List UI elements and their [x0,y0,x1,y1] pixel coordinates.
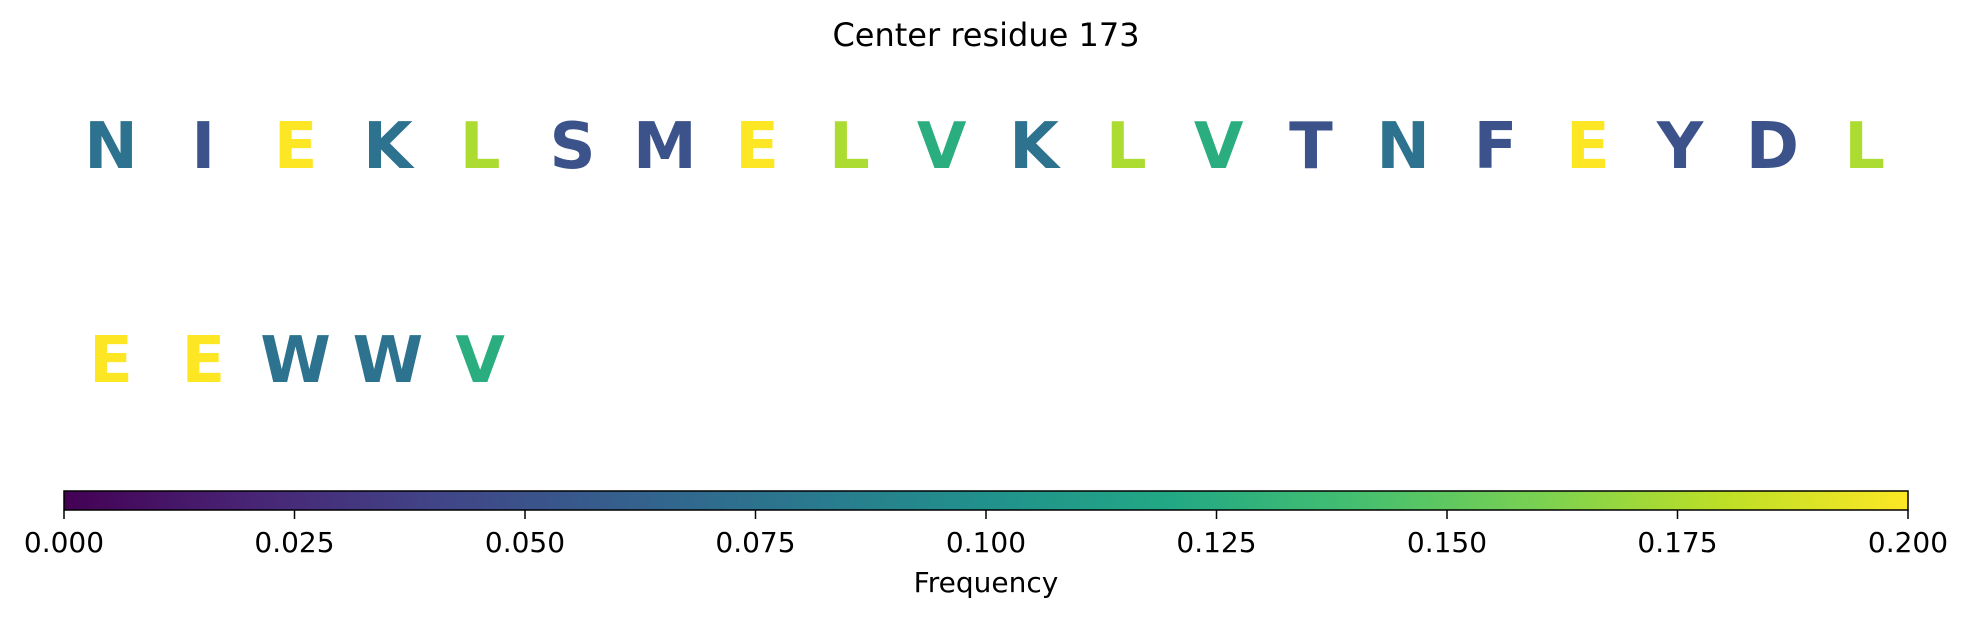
chart-title: Center residue 173 [832,16,1139,54]
residue-letter: E [735,110,779,184]
colorbar-tick-label: 0.000 [24,526,104,559]
colorbar [63,490,1909,511]
colorbar-tick-label: 0.200 [1868,526,1948,559]
residue-letter: S [549,110,595,184]
residue-letter: L [460,110,501,184]
residue-letter: I [191,110,215,184]
residue-letter: W [353,324,424,398]
colorbar-tick-label: 0.175 [1637,526,1717,559]
residue-letter: E [89,324,133,398]
colorbar-tick-label: 0.025 [254,526,334,559]
residue-letter: N [1376,110,1430,184]
colorbar-ticks: 0.000 0.025 0.050 0.075 0.100 0.125 0.150 0.175… [24,510,1948,559]
residue-letters: N I E K L S M E L V K L V T N F E Y D LE E W W V [84,110,1885,398]
residue-letter: V [455,324,505,398]
residue-letter: K [363,110,415,184]
residue-letter: V [1194,110,1244,184]
colorbar-label: Frequency [914,566,1059,599]
residue-letter: V [917,110,967,184]
residue-letter: T [1289,110,1333,184]
residue-letter: L [1106,110,1147,184]
residue-letter: N [84,110,138,184]
residue-letter: K [1009,110,1061,184]
residue-letter: Y [1656,110,1704,184]
colorbar-tick-label: 0.150 [1407,526,1487,559]
colorbar-tick-label: 0.075 [715,526,795,559]
residue-letter: E [274,110,318,184]
residue-letter: L [1844,110,1885,184]
residue-letter: W [260,324,331,398]
colorbar-tick-label: 0.125 [1176,526,1256,559]
colorbar-tick-label: 0.100 [946,526,1026,559]
residue-letter: L [829,110,870,184]
residue-letter: D [1746,110,1799,184]
residue-letter: E [1566,110,1610,184]
residue-letter: E [181,324,225,398]
colorbar-tick-label: 0.050 [485,526,565,559]
residue-letter: M [633,110,697,184]
residue-letter: F [1474,110,1518,184]
